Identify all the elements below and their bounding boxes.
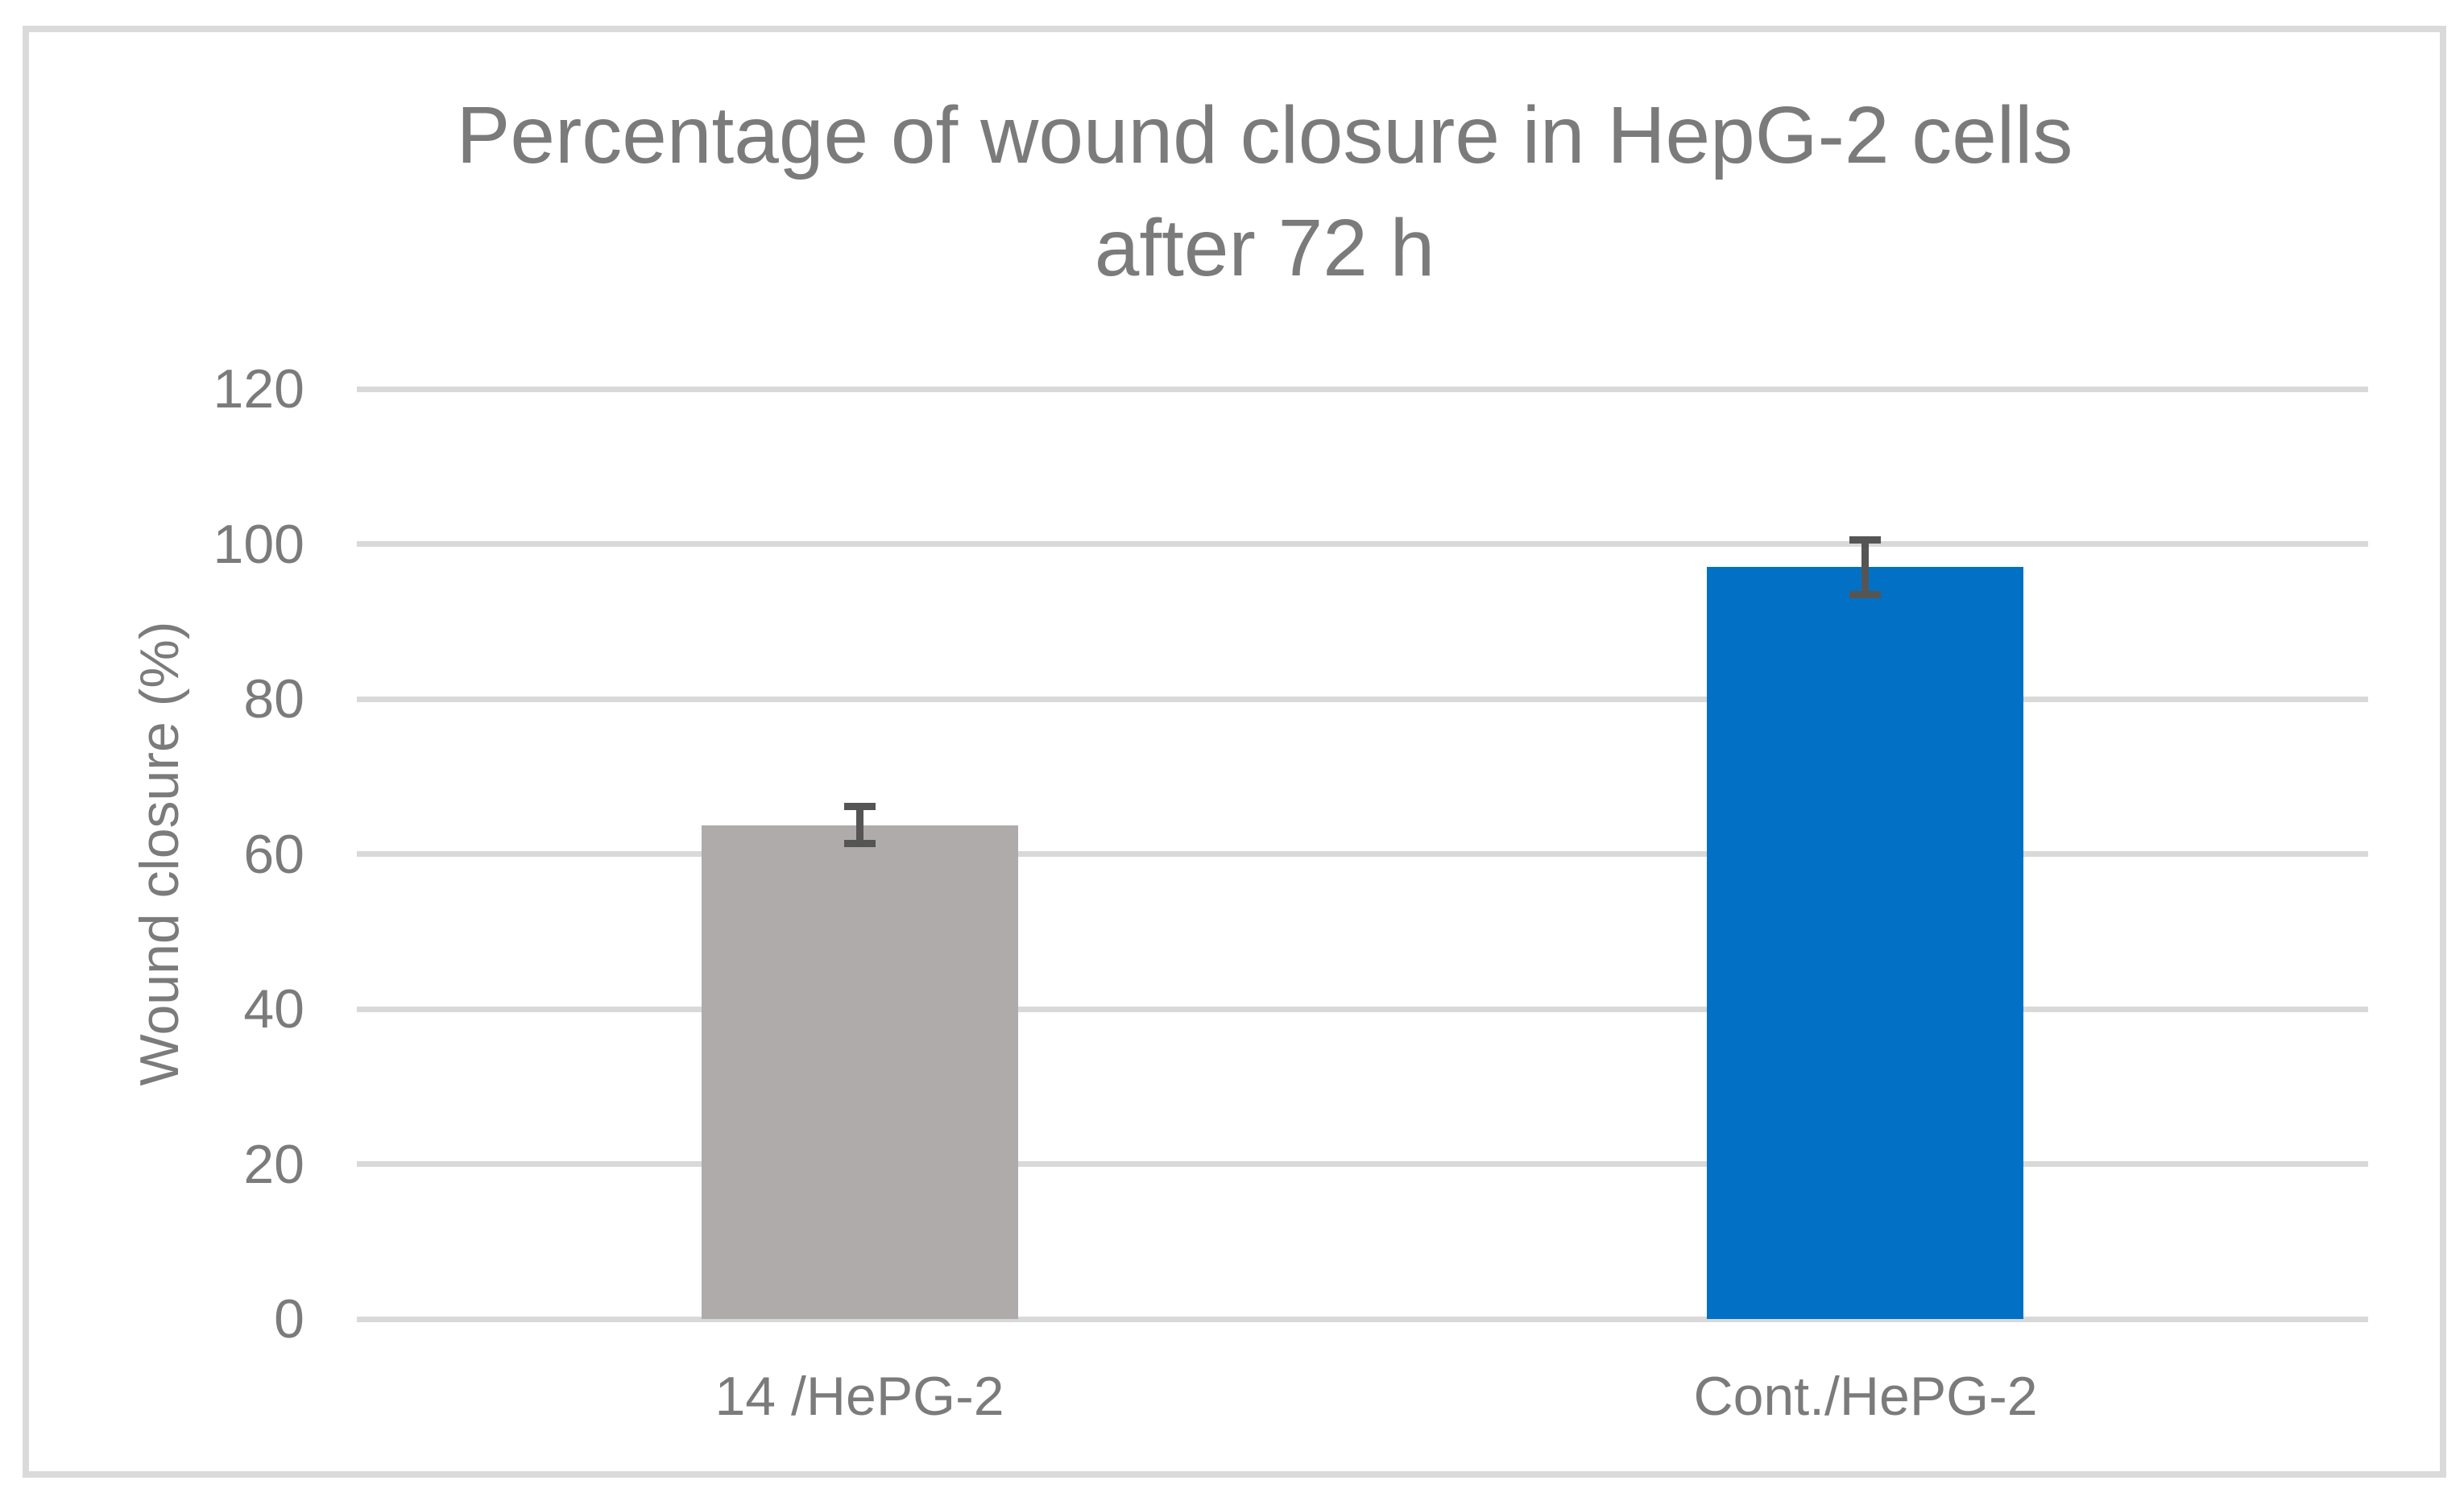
gridline-y-60 — [357, 851, 2368, 857]
error-bar-top-cap-cont-hepg-2 — [1849, 536, 1881, 544]
x-category-label-14-hepg-2: 14 /HePG-2 — [714, 1366, 1004, 1427]
error-bar-line-cont-hepg-2 — [1861, 540, 1869, 594]
gridline-y-20 — [357, 1161, 2368, 1167]
gridline-y-0 — [357, 1317, 2368, 1322]
y-tick-label: 60 — [243, 824, 304, 885]
error-bar-line-14-hepg-2 — [856, 807, 863, 844]
chart-title-line-1: Percentage of wound closure in HepG-2 ce… — [456, 90, 2073, 180]
y-tick-label: 80 — [243, 668, 304, 730]
gridline-y-80 — [357, 697, 2368, 702]
chart-title: Percentage of wound closure in HepG-2 ce… — [32, 79, 2464, 304]
gridline-y-40 — [357, 1007, 2368, 1012]
y-tick-label: 40 — [243, 978, 304, 1040]
gridline-y-120 — [357, 387, 2368, 392]
x-category-label-cont-hepg-2: Cont./HePG-2 — [1693, 1366, 2038, 1427]
bar-14-hepg-2 — [702, 825, 1018, 1319]
y-tick-label: 20 — [243, 1134, 304, 1195]
gridline-y-100 — [357, 541, 2368, 547]
y-tick-label: 100 — [213, 514, 304, 575]
y-tick-label: 120 — [213, 358, 304, 420]
error-bar-top-cap-14-hepg-2 — [844, 803, 876, 810]
y-tick-label: 0 — [274, 1288, 304, 1350]
chart-title-line-2: after 72 h — [1094, 203, 1435, 293]
bar-cont-hepg-2 — [1707, 567, 2023, 1319]
error-bar-bottom-cap-cont-hepg-2 — [1849, 591, 1881, 598]
chart-outer-border — [23, 26, 2446, 1478]
error-bar-bottom-cap-14-hepg-2 — [844, 840, 876, 847]
